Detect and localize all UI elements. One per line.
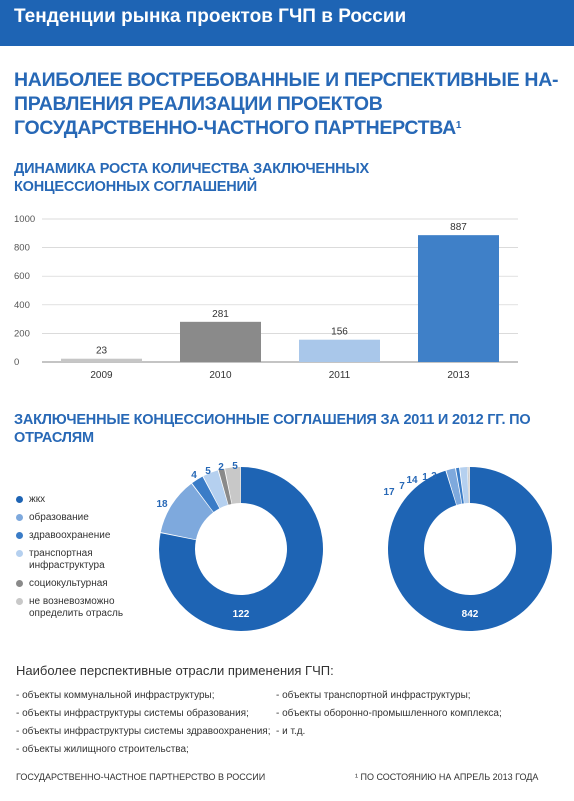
footer-left: ГОСУДАРСТВЕННО-ЧАСТНОЕ ПАРТНЕРСТВО В РОС… <box>16 772 266 782</box>
footer-right: ¹ ПО СОСТОЯНИЮ НА АПРЕЛЬ 2013 ГОДА <box>355 772 539 782</box>
donut-value-label: 14 <box>406 475 418 486</box>
donut-slice-1-2 <box>192 476 220 513</box>
main-heading: НАИБОЛЕЕ ВОСТРЕБОВАННЫЕ И ПЕРСПЕКТИВНЫЕ … <box>14 68 562 140</box>
donut-slice-1-4 <box>218 468 232 505</box>
legend-item-undefined: не возневозможно определить отрасль <box>16 596 141 620</box>
donut-value-label: 3 <box>431 471 437 482</box>
legend-label: транспортная инфраструктура <box>29 548 105 571</box>
main-heading-text: НАИБОЛЕЕ ВОСТРЕБОВАННЫЕ И ПЕРСПЕКТИВНЫЕ … <box>14 69 559 139</box>
x-tick-label: 2011 <box>329 370 351 381</box>
legend-dot <box>16 532 23 539</box>
donut-slice-2-1 <box>446 468 462 505</box>
x-tick-label: 2009 <box>90 370 113 381</box>
perspective-item: - объекты жилищного строительства; <box>16 744 189 755</box>
donut-slice-2-4 <box>467 467 469 504</box>
legend-dot <box>16 514 23 521</box>
donut-value-label: 18 <box>156 499 168 510</box>
legend-label: образование <box>29 512 89 523</box>
donut-value-label: 7 <box>399 481 405 492</box>
bar-2011 <box>299 339 380 362</box>
donut-value-label: 122 <box>233 609 250 620</box>
donut-slice-1-0 <box>158 467 323 631</box>
bar-value-label: 23 <box>96 346 108 357</box>
y-tick-label: 200 <box>14 328 30 339</box>
donut-legend: жкх образование здравоохранение транспор… <box>16 494 149 626</box>
donut-value-label: 842 <box>462 609 479 620</box>
legend-item-education: образование <box>16 512 149 524</box>
header-bar: Тенденции рынка проектов ГЧП в России <box>0 0 574 46</box>
bar-value-label: 156 <box>331 327 348 338</box>
y-tick-label: 1000 <box>14 214 35 225</box>
legend-label: жкх <box>29 494 46 505</box>
bar-chart-title: ДИНАМИКА РОСТА КОЛИЧЕСТВА ЗАКЛЮЧЕННЫХ КО… <box>14 161 369 195</box>
legend-item-zhkh: жкх <box>16 494 149 506</box>
legend-item-health: здравоохранение <box>16 530 149 542</box>
perspective-item: - объекты инфраструктуры системы здравоо… <box>16 726 271 737</box>
donut-slice-2-0 <box>387 467 553 631</box>
donut-slice-1-5 <box>225 467 241 504</box>
y-tick-label: 400 <box>14 300 30 311</box>
perspective-list-left: - объекты коммунальной инфраструктуры; -… <box>16 687 271 759</box>
donut-value-label: 17 <box>383 487 395 498</box>
donut-value-label: 5 <box>205 466 211 477</box>
y-tick-label: 600 <box>14 271 30 282</box>
x-tick-label: 2013 <box>447 370 470 381</box>
bar-value-label: 887 <box>450 222 467 233</box>
bar-value-label: 281 <box>212 309 229 320</box>
footnote-mark: 1 <box>455 120 462 131</box>
legend-dot <box>16 580 23 587</box>
bar-chart: 0 200 400 600 800 1000 23 2009 281 2010 156 2011 887… <box>14 214 518 381</box>
donut-value-label: 5 <box>232 461 238 472</box>
donut-slice-1-3 <box>203 470 228 509</box>
x-tick-label: 2010 <box>209 370 232 381</box>
perspective-item: - объекты коммунальной инфраструктуры; <box>16 690 215 701</box>
legend-dot <box>16 598 23 605</box>
bar-2013 <box>418 235 499 362</box>
legend-item-socio: социокультурная <box>16 578 149 590</box>
y-tick-label: 800 <box>14 243 30 254</box>
legend-label: здравоохранение <box>29 530 111 541</box>
perspective-item: - и т.д. <box>276 726 306 737</box>
perspective-item: - объекты оборонно-промышленного комплек… <box>276 708 502 719</box>
perspective-list-right: - объекты транспортной инфраструктуры; -… <box>276 687 502 741</box>
legend-label: социокультурная <box>29 578 108 589</box>
bar-2010 <box>180 321 261 362</box>
legend-item-transport: транспортная инфраструктура <box>16 548 109 572</box>
donut-value-label: 4 <box>191 470 197 481</box>
donut-slice-1-1 <box>160 483 214 540</box>
perspective-item: - объекты транспортной инфраструктуры; <box>276 690 471 701</box>
donut-value-label: 1 <box>422 472 428 483</box>
donut-chart-title: ЗАКЛЮЧЕННЫЕ КОНЦЕССИОННЫЕ СОГЛАШЕНИЯ ЗА … <box>14 412 531 446</box>
legend-dot <box>16 496 23 503</box>
donut-slice-2-2 <box>455 467 464 504</box>
legend-label: не возневозможно определить отрасль <box>29 596 124 619</box>
donut-value-label: 2 <box>218 462 224 473</box>
legend-dot <box>16 550 23 557</box>
bar-2009 <box>61 358 142 362</box>
header-title: Тенденции рынка проектов ГЧП в России <box>14 6 407 27</box>
y-tick-label: 0 <box>14 357 19 368</box>
perspective-title: Наиболее перспективные отрасли применени… <box>16 663 334 678</box>
donut-slice-2-5 <box>468 467 470 504</box>
donut-slice-2-3 <box>460 467 469 504</box>
perspective-item: - объекты инфраструктуры системы образов… <box>16 708 249 719</box>
